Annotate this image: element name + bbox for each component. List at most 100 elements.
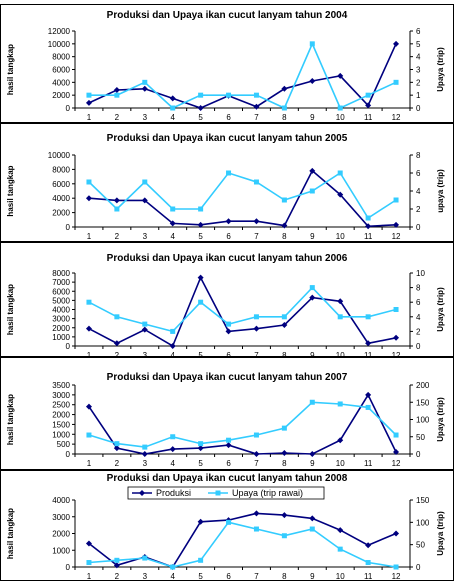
data-point-upaya (170, 105, 176, 111)
x-tick-label: 8 (282, 113, 287, 122)
x-tick-label: 6 (226, 113, 231, 122)
y2-tick-label: 6 (416, 169, 421, 178)
x-tick-label: 7 (254, 572, 259, 581)
y2-tick-label: 4 (416, 187, 421, 196)
data-point-upaya (309, 399, 315, 405)
data-point-produksi (393, 40, 400, 47)
x-tick-label: 1 (87, 232, 92, 241)
data-point-produksi (85, 195, 92, 202)
x-tick-label: 5 (198, 572, 203, 581)
y2-axis-label: Upaya (trip) (436, 47, 445, 92)
x-tick-label: 12 (392, 232, 401, 241)
y-tick-label: 4000 (52, 78, 70, 87)
x-tick-label: 5 (198, 232, 203, 241)
data-point-upaya (281, 425, 287, 431)
data-point-upaya (309, 526, 315, 532)
y2-tick-label: 0 (416, 342, 421, 351)
y-tick-label: 8000 (52, 53, 70, 62)
data-point-produksi (309, 515, 316, 522)
x-tick-label: 2 (115, 572, 120, 581)
data-point-upaya (337, 314, 343, 320)
data-point-upaya (114, 314, 120, 320)
data-point-produksi (85, 540, 92, 547)
series-line-produksi (88, 275, 397, 348)
data-point-upaya (253, 179, 259, 185)
y-tick-label: 6000 (52, 287, 70, 296)
data-point-upaya (309, 188, 315, 194)
data-point-upaya (114, 206, 120, 212)
data-point-upaya (142, 444, 148, 450)
y-tick-label: 8000 (52, 165, 70, 174)
x-tick-label: 11 (364, 459, 373, 468)
data-point-produksi (253, 103, 260, 110)
y2-axis-label: Upaya (trip) (436, 397, 445, 442)
series-line-upaya (88, 171, 397, 220)
data-point-upaya (337, 401, 343, 407)
series-line-upaya (88, 401, 397, 448)
data-point-upaya (309, 41, 315, 47)
y-tick-label: 500 (57, 440, 71, 449)
data-point-produksi (393, 334, 400, 341)
data-point-produksi (113, 445, 120, 452)
x-tick-label: 4 (170, 351, 175, 360)
x-tick-label: 12 (392, 351, 401, 360)
data-point-produksi (309, 167, 316, 174)
data-point-produksi (197, 445, 204, 452)
x-tick-label: 9 (310, 232, 315, 241)
x-tick-label: 5 (198, 113, 203, 122)
y-tick-label: 2000 (52, 530, 70, 539)
data-point-produksi (393, 530, 400, 537)
x-tick-label: 5 (198, 459, 203, 468)
x-tick-label: 3 (143, 232, 148, 241)
data-point-upaya (393, 432, 399, 438)
data-point-upaya (253, 526, 259, 532)
y2-tick-label: 5 (416, 40, 421, 49)
x-tick-label: 6 (226, 351, 231, 360)
y-tick-label: 7000 (52, 278, 70, 287)
y-axis-label: hasil tangkap (6, 165, 15, 216)
y2-tick-label: 4 (416, 53, 421, 62)
data-point-produksi (197, 105, 204, 111)
series-line-produksi (88, 43, 397, 109)
y2-tick-label: 8 (416, 284, 421, 293)
data-point-upaya (226, 519, 232, 525)
x-tick-label: 8 (282, 459, 287, 468)
x-tick-label: 3 (143, 572, 148, 581)
x-tick-label: 5 (198, 351, 203, 360)
y2-axis-label: Upaya (trip) (436, 511, 445, 556)
data-point-produksi (281, 222, 288, 229)
x-tick-label: 8 (282, 232, 287, 241)
data-point-upaya (198, 441, 204, 447)
y-tick-label: 6000 (52, 66, 70, 75)
series-line-upaya (88, 286, 397, 333)
chart-panel-2: Produksi dan Upaya ikan cucut lanyam tah… (0, 123, 454, 242)
chart-panel-1: Produksi dan Upaya ikan cucut lanyam tah… (0, 4, 454, 123)
data-point-upaya (114, 92, 120, 98)
y2-tick-label: 100 (416, 518, 430, 527)
data-point-upaya (86, 179, 92, 185)
x-tick-label: 1 (87, 572, 92, 581)
data-point-produksi (141, 326, 148, 333)
data-point-produksi (337, 437, 344, 444)
data-point-produksi (85, 325, 92, 332)
y-tick-label: 3000 (52, 391, 70, 400)
data-point-produksi (169, 343, 176, 349)
data-point-upaya (226, 321, 232, 327)
data-point-produksi (281, 450, 288, 457)
chart-title: Produksi dan Upaya ikan cucut lanyam tah… (107, 10, 348, 21)
y-axis-label: hasil tangkap (6, 508, 15, 559)
y2-tick-label: 50 (416, 433, 425, 442)
legend: Produksi Upaya (trip rawai) (127, 486, 325, 500)
x-tick-label: 1 (87, 113, 92, 122)
data-point-upaya (142, 555, 148, 561)
data-point-upaya (226, 92, 232, 98)
y2-tick-label: 0 (416, 104, 421, 113)
data-point-upaya (114, 557, 120, 563)
data-point-upaya (142, 321, 148, 327)
x-tick-label: 8 (282, 351, 287, 360)
x-tick-label: 11 (364, 572, 373, 581)
y2-tick-label: 0 (416, 563, 421, 572)
data-point-produksi (365, 102, 372, 109)
y2-tick-label: 2 (416, 78, 421, 87)
y2-axis-label: upaya (trip) (436, 169, 445, 213)
